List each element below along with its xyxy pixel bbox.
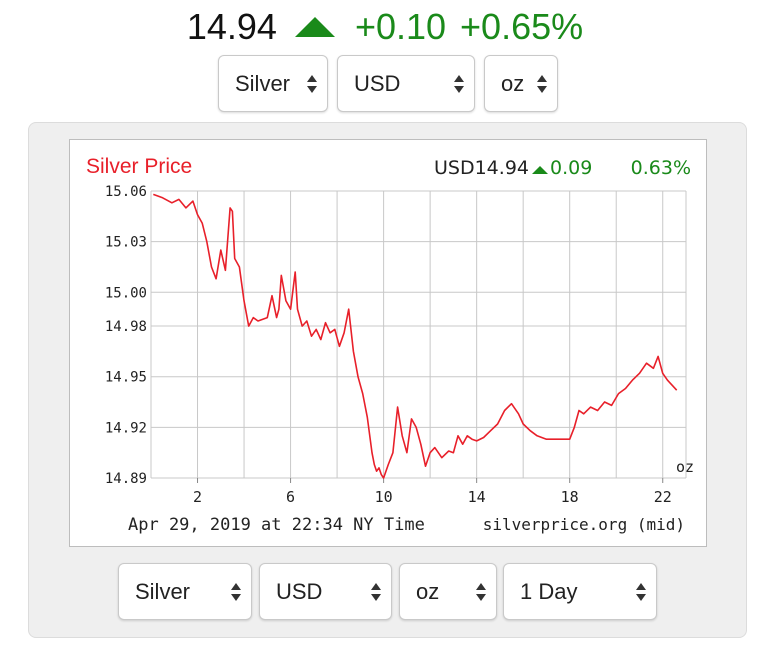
range-select-bottom[interactable]: 1 Day <box>503 563 657 620</box>
y-tick-label: 15.03 <box>105 235 147 251</box>
x-tick-label: 6 <box>286 488 295 506</box>
price-change: +0.10 <box>354 6 447 47</box>
chevron-updown-icon <box>476 582 486 601</box>
chevron-updown-icon <box>231 582 241 601</box>
chevron-updown-icon <box>537 74 547 93</box>
silver-price-chart: Silver Price USD14.94 0.09 0.63% 15.0615… <box>86 155 694 535</box>
triangle-up-icon <box>294 17 335 37</box>
x-tick-label: 2 <box>193 488 202 506</box>
price-quote: 14.94 +0.10 +0.65% <box>0 2 770 52</box>
price-change-percent: +0.65% <box>460 6 584 47</box>
metal-select-top-value: Silver <box>235 70 291 96</box>
y-tick-label: 15.06 <box>105 184 147 200</box>
price-line <box>153 193 678 479</box>
current-price: 14.94 <box>186 6 277 47</box>
x-tick-label: 14 <box>468 488 486 506</box>
x-tick-label: 10 <box>375 488 393 506</box>
chart-source: silverprice.org (mid) <box>483 515 685 534</box>
y-tick-label: 14.98 <box>105 319 147 335</box>
x-axis: 2 6 10 14 18 22 <box>193 478 672 506</box>
x-tick-label: 22 <box>654 488 672 506</box>
y-tick-label: 14.89 <box>105 471 147 487</box>
chart-header-change-percent: 0.63% <box>631 157 691 179</box>
y-axis: 15.06 15.03 15.00 14.98 14.95 14.92 14.89 <box>105 184 147 487</box>
chevron-updown-icon <box>307 74 317 93</box>
metal-select-bottom-value: Silver <box>135 578 191 604</box>
unit-select-bottom[interactable]: oz <box>399 563 497 620</box>
currency-select-top-value: USD <box>354 70 401 96</box>
chart-header-price-text: USD14.94 <box>434 157 529 179</box>
chart-header-change: 0.09 <box>550 157 592 179</box>
chart-grid <box>150 190 687 479</box>
chart-container: Silver Price USD14.94 0.09 0.63% 15.06 15… <box>69 139 707 547</box>
chevron-updown-icon <box>454 74 464 93</box>
y-tick-label: 14.92 <box>105 420 147 436</box>
triangle-up-icon <box>532 166 548 174</box>
unit-select-top-value: oz <box>501 70 525 96</box>
currency-select-bottom[interactable]: USD <box>259 563 392 620</box>
chevron-updown-icon <box>636 582 646 601</box>
metal-select-bottom[interactable]: Silver <box>118 563 252 620</box>
range-select-bottom-value: 1 Day <box>520 578 578 604</box>
currency-select-bottom-value: USD <box>276 578 323 604</box>
unit-select-top[interactable]: oz <box>484 55 558 112</box>
metal-select-top[interactable]: Silver <box>218 55 328 112</box>
chart-title: Silver Price <box>86 155 192 178</box>
y-tick-label: 15.00 <box>105 285 147 301</box>
chevron-updown-icon <box>371 582 381 601</box>
chart-timestamp: Apr 29, 2019 at 22:34 NY Time <box>128 515 425 535</box>
unit-label: oz <box>676 458 694 476</box>
unit-select-bottom-value: oz <box>416 578 440 604</box>
y-tick-label: 14.95 <box>105 370 147 386</box>
chart-header-price: USD14.94 0.09 0.63% <box>434 157 691 179</box>
currency-select-top[interactable]: USD <box>337 55 475 112</box>
x-tick-label: 18 <box>561 488 579 506</box>
